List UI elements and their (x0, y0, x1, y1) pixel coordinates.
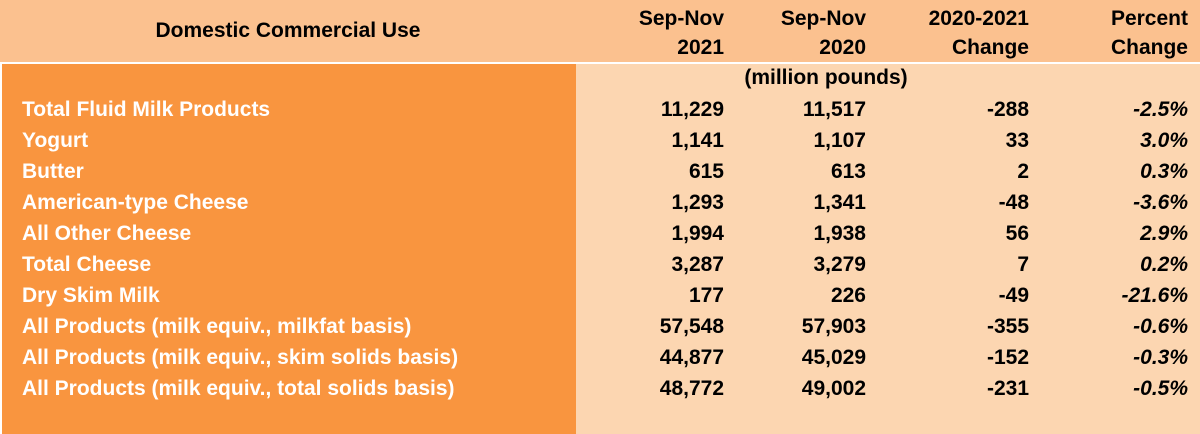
header-title: Domestic Commercial Use (155, 19, 421, 42)
value-2020: 49,002 (801, 377, 866, 400)
row-label-panel (2, 64, 576, 434)
value-percent-change: -0.3% (1133, 346, 1188, 369)
header-col-line2: 2020 (819, 36, 866, 59)
value-2021: 44,877 (659, 346, 724, 369)
value-change: 2 (1017, 160, 1029, 183)
value-percent-change: -0.5% (1133, 377, 1188, 400)
row-label: All Other Cheese (22, 222, 192, 245)
value-2021: 1,141 (671, 129, 724, 152)
value-2020: 1,107 (813, 129, 866, 152)
header-col-line1: Percent (1110, 7, 1188, 30)
row-label: All Products (milk equiv., skim solids b… (22, 346, 459, 369)
value-change: -355 (986, 315, 1029, 338)
row-label: Total Fluid Milk Products (22, 98, 271, 121)
row-label: All Products (milk equiv., total solids … (22, 377, 455, 400)
table-row: Total Fluid Milk Products 11,229 11,517 … (0, 94, 1200, 125)
value-2021: 57,548 (659, 315, 724, 338)
value-change: -288 (986, 98, 1029, 121)
value-change: 7 (1017, 253, 1029, 276)
value-2020: 3,279 (813, 253, 866, 276)
header-col-change: 2020-2021 Change (929, 4, 1029, 62)
row-label: Butter (22, 160, 84, 183)
value-percent-change: 0.3% (1140, 160, 1188, 183)
row-label: All Products (milk equiv., milkfat basis… (22, 315, 412, 338)
value-2021: 1,293 (671, 191, 724, 214)
row-label: Dry Skim Milk (22, 284, 160, 307)
header-col-line2: Change (951, 36, 1029, 59)
units-label: (million pounds) (744, 66, 908, 89)
value-2020: 57,903 (801, 315, 866, 338)
value-2020: 613 (830, 160, 866, 183)
value-change: -49 (998, 284, 1029, 307)
header-col-percent-change: Percent Change (1111, 4, 1188, 62)
value-2020: 45,029 (801, 346, 866, 369)
value-change: 56 (1005, 222, 1029, 245)
table-row: All Products (milk equiv., total solids … (0, 373, 1200, 404)
value-2021: 1,994 (671, 222, 724, 245)
header-col-line1: Sep-Nov (638, 7, 724, 30)
header-col-line1: 2020-2021 (928, 7, 1029, 30)
value-2020: 1,341 (813, 191, 866, 214)
value-change: -231 (986, 377, 1029, 400)
value-change: -48 (998, 191, 1029, 214)
data-panel (576, 64, 1200, 434)
row-label: Yogurt (22, 129, 89, 152)
table-row: All Products (milk equiv., milkfat basis… (0, 311, 1200, 342)
value-2020: 11,517 (802, 98, 866, 121)
value-percent-change: -3.6% (1133, 191, 1188, 214)
row-label: American-type Cheese (22, 191, 249, 214)
header-col-sep-nov-2021: Sep-Nov 2021 (639, 4, 724, 62)
value-change: -152 (986, 346, 1029, 369)
value-change: 33 (1005, 129, 1029, 152)
value-percent-change: -21.6% (1121, 284, 1188, 307)
table-row: Total Cheese 3,287 3,279 7 0.2% (0, 249, 1200, 280)
value-percent-change: 3.0% (1140, 129, 1188, 152)
table-row: All Other Cheese 1,994 1,938 56 2.9% (0, 218, 1200, 249)
table-row: American-type Cheese 1,293 1,341 -48 -3.… (0, 187, 1200, 218)
header-col-line1: Sep-Nov (780, 7, 866, 30)
value-2020: 1,938 (813, 222, 866, 245)
table-row: Yogurt 1,141 1,107 33 3.0% (0, 125, 1200, 156)
table-header (0, 0, 1200, 64)
table-row: Dry Skim Milk 177 226 -49 -21.6% (0, 280, 1200, 311)
value-2021: 177 (688, 284, 724, 307)
value-percent-change: -2.5% (1133, 98, 1188, 121)
value-2021: 48,772 (659, 377, 724, 400)
value-2020: 226 (830, 284, 866, 307)
table-row: Butter 615 613 2 0.3% (0, 156, 1200, 187)
table-row: All Products (milk equiv., skim solids b… (0, 342, 1200, 373)
header-col-line2: Change (1110, 36, 1188, 59)
header-col-line2: 2021 (677, 36, 724, 59)
header-col-sep-nov-2020: Sep-Nov 2020 (781, 4, 866, 62)
value-2021: 615 (688, 160, 724, 183)
value-percent-change: -0.6% (1133, 315, 1188, 338)
value-2021: 3,287 (671, 253, 724, 276)
value-percent-change: 0.2% (1140, 253, 1188, 276)
value-2021: 11,229 (660, 98, 724, 121)
value-percent-change: 2.9% (1140, 222, 1188, 245)
row-label: Total Cheese (22, 253, 152, 276)
